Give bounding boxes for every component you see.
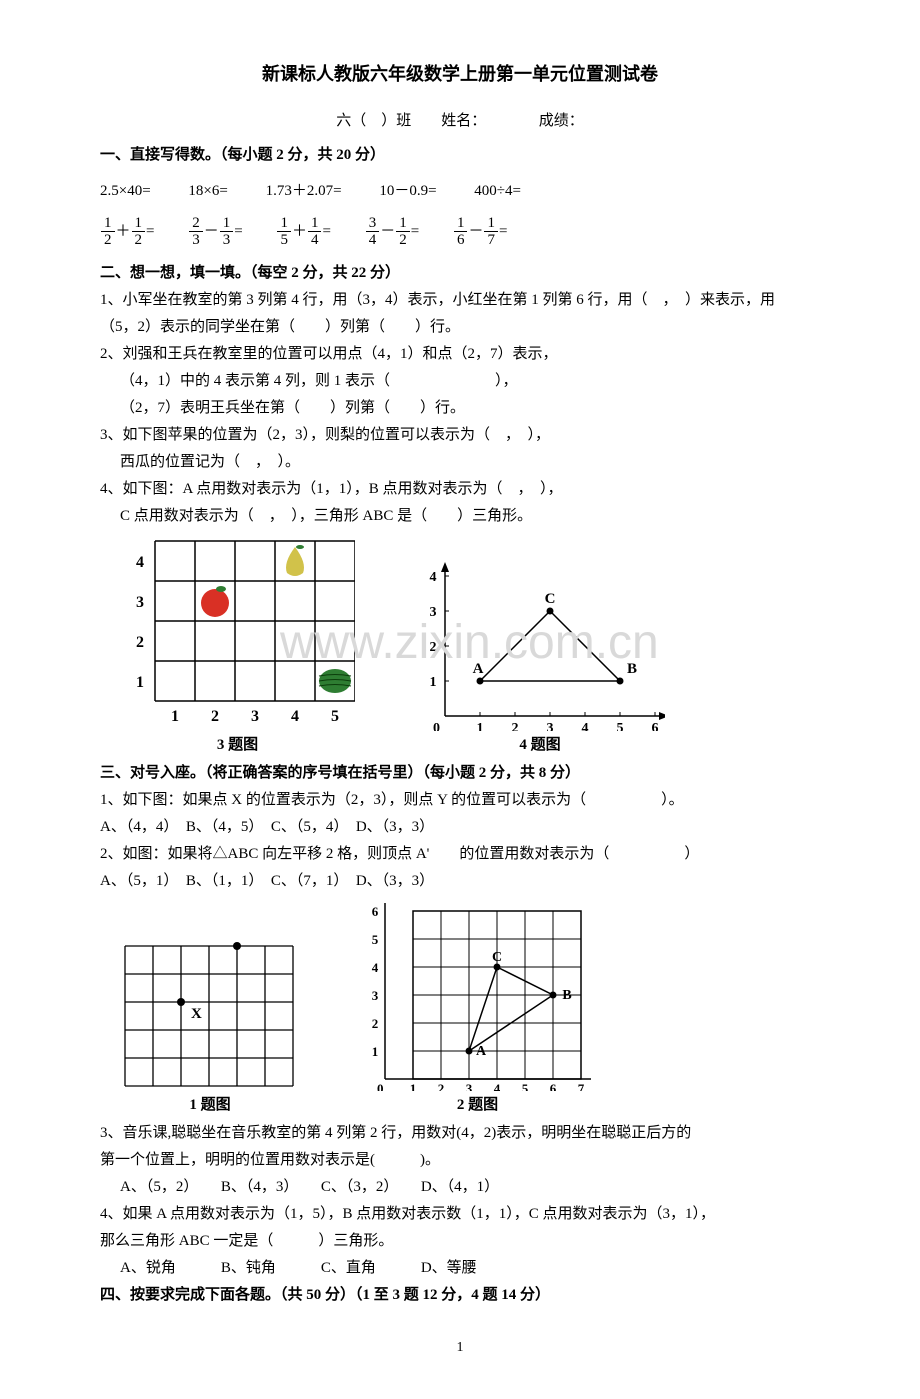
figure-triangle: 1 2 3 4 5 6 1 2 3 4 0 A B C 4 题图 xyxy=(415,561,665,757)
svg-text:1: 1 xyxy=(430,675,437,690)
fig4-label: 4 题图 xyxy=(415,733,665,757)
svg-text:7: 7 xyxy=(578,1081,585,1091)
eq-frac-b: 23－13= xyxy=(188,215,242,249)
svg-text:2: 2 xyxy=(512,721,519,731)
svg-text:5: 5 xyxy=(372,932,379,947)
s3-q2opts: A、（5，1） B、（1，1） C、（7，1） D、（3，3） xyxy=(100,869,820,893)
eq-frac-c: 15＋14= xyxy=(276,215,330,249)
section2-header: 二、想一想，填一填。 xyxy=(100,265,250,281)
svg-text:2: 2 xyxy=(438,1081,445,1091)
svg-text:5: 5 xyxy=(617,721,624,731)
section1-row2: 12＋12= 23－13= 15＋14= 34－12= 16－17= xyxy=(100,215,820,249)
eq-frac-d: 34－12= xyxy=(365,215,419,249)
figure-abc2: 1 2 3 4 5 6 7 1 2 3 4 5 6 0 A B C 2 题图 xyxy=(360,901,595,1117)
svg-text:5: 5 xyxy=(331,708,339,725)
op-d: － xyxy=(380,223,395,239)
eq-1a: 2.5×40= xyxy=(100,179,151,203)
op-b: － xyxy=(204,223,219,239)
s2-q2a: 2、刘强和王兵在教室里的位置可以用点（4，1）和点（2，7）表示， xyxy=(100,342,820,366)
svg-text:A: A xyxy=(473,661,484,677)
svg-text:2: 2 xyxy=(372,1016,379,1031)
eq-1e: 400÷4= xyxy=(474,179,521,203)
section4-note: （共 50 分）（1 至 3 题 12 分，4 题 14 分） xyxy=(280,1287,550,1303)
s2-q3a: 3、如下图苹果的位置为（2，3），则梨的位置可以表示为（ ， ）， xyxy=(100,423,820,447)
svg-text:3: 3 xyxy=(251,708,259,725)
svg-text:5: 5 xyxy=(522,1081,529,1091)
s3-q1opts: A、（4，4） B、（4，5） C、（5，4） D、（3，3） xyxy=(100,815,820,839)
eq-frac-a: 12＋12= xyxy=(100,215,154,249)
section3-header: 三、对号入座。 xyxy=(100,765,205,781)
svg-text:Y: Y xyxy=(247,941,258,944)
s2-q4a: 4、如下图：A 点用数对表示为（1，1），B 点用数对表示为（ ， ）， xyxy=(100,477,820,501)
svg-text:0: 0 xyxy=(433,721,440,731)
svg-text:A: A xyxy=(476,1044,487,1059)
svg-text:1: 1 xyxy=(477,721,484,731)
svg-text:3: 3 xyxy=(372,988,379,1003)
s3-q2: 2、如图：如果将△ABC 向左平移 2 格，则顶点 A' 的位置用数对表示为（ … xyxy=(100,842,820,866)
svg-text:4: 4 xyxy=(582,721,589,731)
svg-text:3: 3 xyxy=(547,721,554,731)
svg-text:3: 3 xyxy=(430,605,437,620)
op-e: － xyxy=(468,223,483,239)
svg-text:0: 0 xyxy=(377,1081,384,1091)
section1-row1: 2.5×40= 18×6= 1.73＋2.07= 10－0.9= 400÷4= xyxy=(100,179,820,203)
svg-text:4: 4 xyxy=(372,960,379,975)
svg-text:C: C xyxy=(492,950,502,965)
class-line: 六（ ）班 姓名： 成绩： xyxy=(100,109,820,133)
s2-q1b: （5，2）表示的同学坐在第（ ）列第（ ）行。 xyxy=(100,315,820,339)
s3-q4b: 那么三角形 ABC 一定是（ ）三角形。 xyxy=(100,1229,820,1253)
s2-q4b: C 点用数对表示为（ ， ），三角形 ABC 是（ ）三角形。 xyxy=(100,504,820,528)
page-title: 新课标人教版六年级数学上册第一单元位置测试卷 xyxy=(100,60,820,89)
s2-q2b: （4，1）中的 4 表示第 4 列，则 1 表示（ ）， xyxy=(100,369,820,393)
s2-q2c: （2，7）表明王兵坐在第（ ）列第（ ）行。 xyxy=(100,396,820,420)
s2-q3b: 西瓜的位置记为（ ， ）。 xyxy=(100,450,820,474)
eq-1c: 1.73＋2.07= xyxy=(266,179,342,203)
svg-text:1: 1 xyxy=(171,708,179,725)
svg-text:3: 3 xyxy=(466,1081,473,1091)
section2-note: （每空 2 分，共 22 分） xyxy=(250,265,400,281)
svg-text:4: 4 xyxy=(136,554,144,571)
svg-text:1: 1 xyxy=(136,674,144,691)
svg-text:1: 1 xyxy=(410,1081,417,1091)
svg-text:4: 4 xyxy=(291,708,299,725)
figure-fruit: 1 2 3 4 5 1 2 3 4 3 题图 xyxy=(120,536,355,757)
svg-text:3: 3 xyxy=(136,594,144,611)
svg-text:B: B xyxy=(562,988,571,1003)
op-a: ＋ xyxy=(116,223,131,239)
page-number: 1 xyxy=(100,1337,820,1359)
eq-1d: 10－0.9= xyxy=(379,179,436,203)
section4-header: 四、按要求完成下面各题。 xyxy=(100,1287,280,1303)
fig3-label: 3 题图 xyxy=(120,733,355,757)
svg-text:6: 6 xyxy=(652,721,659,731)
svg-text:2: 2 xyxy=(136,634,144,651)
svg-text:6: 6 xyxy=(550,1081,557,1091)
svg-text:1: 1 xyxy=(372,1044,379,1059)
svg-text:2: 2 xyxy=(430,640,437,655)
section1-note: （每小题 2 分，共 20 分） xyxy=(220,147,385,163)
fig2-label: 2 题图 xyxy=(360,1093,595,1117)
eq-frac-e: 16－17= xyxy=(453,215,507,249)
s3-q3opts: A、（5，2） B、（4，3） C、（3，2） D、（4，1） xyxy=(100,1175,820,1199)
fig1-label: 1 题图 xyxy=(120,1093,300,1117)
svg-text:6: 6 xyxy=(372,904,379,919)
op-c: ＋ xyxy=(292,223,307,239)
s3-q4a: 4、如果 A 点用数对表示为（1，5），B 点用数对表示数（1，1），C 点用数… xyxy=(100,1202,820,1226)
svg-text:B: B xyxy=(627,661,637,677)
svg-text:X: X xyxy=(191,1006,202,1022)
s3-q3a: 3、音乐课,聪聪坐在音乐教室的第 4 列第 2 行，用数对(4，2)表示，明明坐… xyxy=(100,1121,820,1145)
figure-xy: X Y 1 题图 xyxy=(120,941,300,1117)
s2-q1a: 1、小军坐在教室的第 3 列第 4 行，用（3，4）表示，小红坐在第 1 列第 … xyxy=(100,288,820,312)
section1-header: 一、直接写得数。 xyxy=(100,147,220,163)
svg-text:2: 2 xyxy=(211,708,219,725)
s3-q3b: 第一个位置上，明明的位置用数对表示是( )。 xyxy=(100,1148,820,1172)
eq-1b: 18×6= xyxy=(188,179,227,203)
s3-q1: 1、如下图：如果点 X 的位置表示为（2，3），则点 Y 的位置可以表示为（ ）… xyxy=(100,788,820,812)
svg-text:4: 4 xyxy=(430,570,437,585)
svg-text:4: 4 xyxy=(494,1081,501,1091)
svg-text:C: C xyxy=(545,591,556,607)
s3-q4opts: A、锐角 B、钝角 C、直角 D、等腰 xyxy=(100,1256,820,1280)
section3-note: （将正确答案的序号填在括号里）（每小题 2 分，共 8 分） xyxy=(205,765,580,781)
